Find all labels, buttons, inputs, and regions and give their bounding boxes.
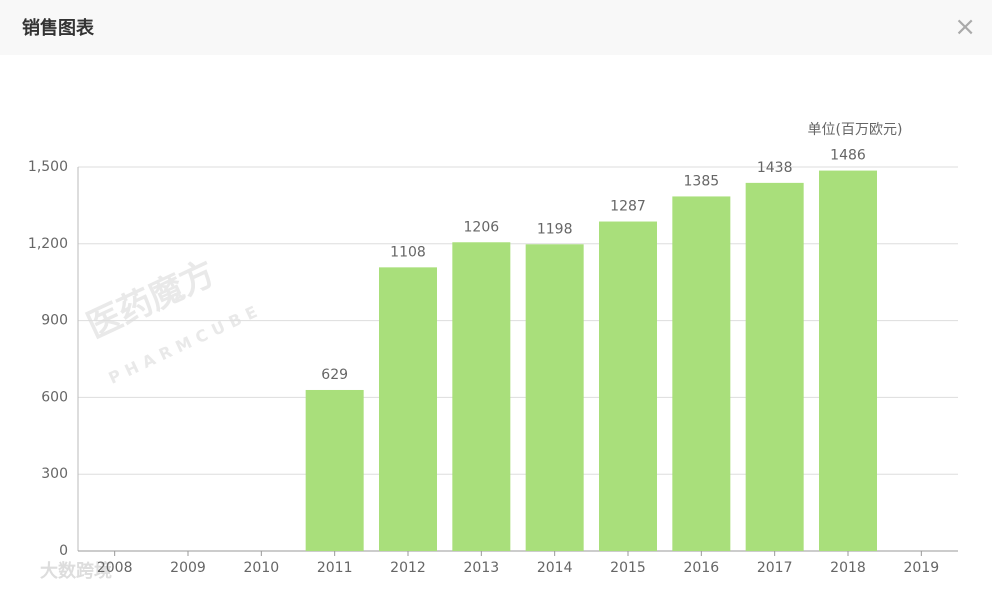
watermark: 大数跨境 xyxy=(40,560,112,582)
bar xyxy=(452,242,511,551)
bar xyxy=(672,196,731,551)
close-button[interactable]: × xyxy=(954,12,976,42)
data-label: 1198 xyxy=(537,221,573,237)
x-tick-label: 2018 xyxy=(830,560,866,576)
data-label: 1287 xyxy=(610,199,646,215)
y-tick-label: 0 xyxy=(59,543,68,559)
bar xyxy=(525,244,584,551)
y-tick-label: 1,500 xyxy=(28,159,68,175)
x-tick-label: 2008 xyxy=(97,560,133,576)
modal-title: 销售图表 xyxy=(22,18,94,39)
bar xyxy=(305,389,364,551)
data-label: 1486 xyxy=(830,148,866,164)
watermark-group: 医药魔方 PHARMCUBE 大数跨境 xyxy=(40,253,265,582)
x-tick-label: 2010 xyxy=(244,560,280,576)
x-tick-label: 2016 xyxy=(684,560,720,576)
y-tick-label: 600 xyxy=(41,389,68,405)
y-tick-label: 900 xyxy=(41,313,68,329)
x-tick-label: 2012 xyxy=(390,560,426,576)
data-label: 1385 xyxy=(684,173,720,189)
data-label: 1206 xyxy=(464,219,500,235)
data-label: 1108 xyxy=(390,244,426,260)
x-tick-label: 2017 xyxy=(757,560,793,576)
y-tick-label: 1,200 xyxy=(28,236,68,252)
bar xyxy=(745,182,804,551)
bar xyxy=(819,170,877,552)
x-tick-label: 2015 xyxy=(610,560,646,576)
modal-header: 销售图表 × xyxy=(0,0,992,55)
y-tick-label: 300 xyxy=(41,466,68,482)
x-tick-label: 2014 xyxy=(537,560,573,576)
bar xyxy=(379,267,437,551)
x-tick-label: 2011 xyxy=(317,560,353,576)
data-label: 1438 xyxy=(757,160,793,176)
x-tick-label: 2009 xyxy=(170,560,206,576)
data-label: 629 xyxy=(321,367,348,383)
unit-annotation: 单位(百万欧元) xyxy=(808,122,903,138)
x-tick-label: 2019 xyxy=(904,560,940,576)
bar xyxy=(599,221,657,551)
x-tick-label: 2013 xyxy=(464,560,500,576)
